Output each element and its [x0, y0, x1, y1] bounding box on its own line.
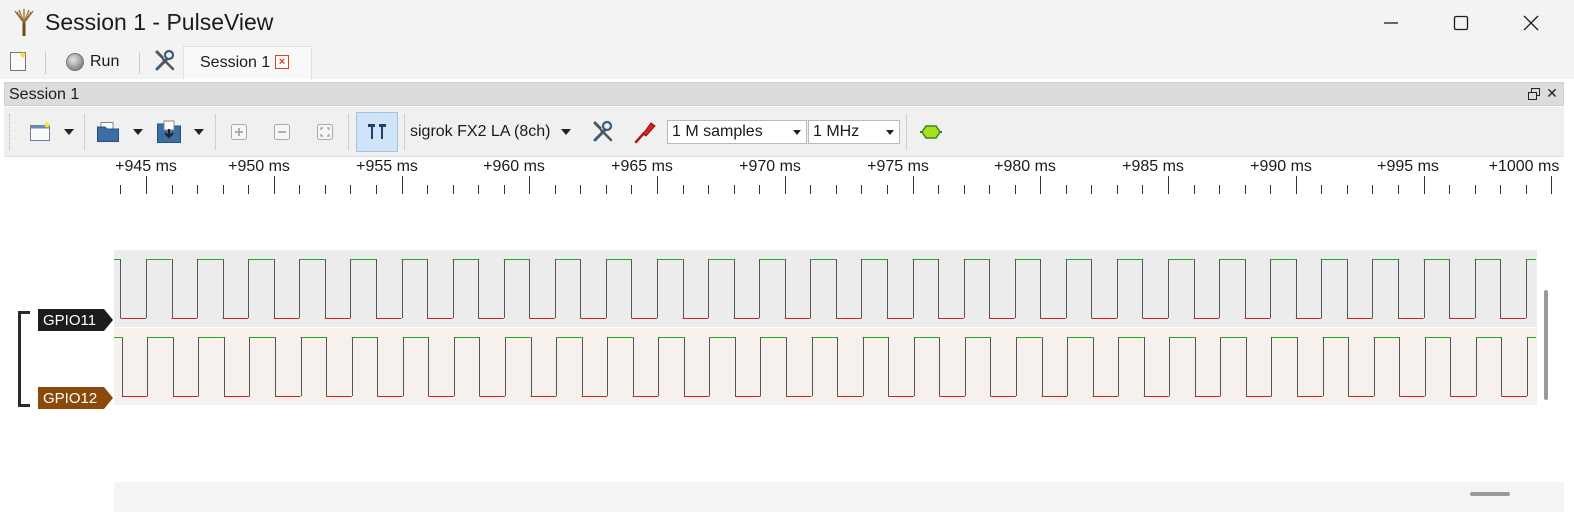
zoom-out-button[interactable]: [268, 112, 296, 152]
pulseview-probe-icon: [14, 9, 34, 36]
sample-count-select[interactable]: 1 M samples: [667, 120, 807, 144]
add-decoder-button[interactable]: [916, 112, 946, 152]
channel-label-gpio11[interactable]: GPIO11: [38, 309, 104, 331]
dock-title: Session 1: [9, 86, 80, 103]
toolbar-separator: [139, 52, 140, 74]
chevron-down-icon: [886, 130, 894, 135]
minimize-icon: [1384, 22, 1398, 24]
ruler-tick-label: +945 ms: [115, 158, 177, 175]
close-icon: [1523, 15, 1539, 31]
ruler-tick-label: +985 ms: [1122, 158, 1184, 175]
toolbar-separator: [84, 114, 85, 150]
save-file-dropdown[interactable]: [190, 112, 208, 152]
gpio11-trace-band[interactable]: [114, 250, 1537, 327]
horizontal-scrollbar[interactable]: [1470, 492, 1510, 496]
run-label: Run: [90, 53, 120, 70]
chevron-down-icon: [194, 129, 204, 135]
ruler-tick-label: +965 ms: [611, 158, 673, 175]
ruler-tick-label: +970 ms: [739, 158, 801, 175]
ruler-tick-label: +980 ms: [994, 158, 1056, 175]
dock-float-icon[interactable]: [1528, 88, 1540, 100]
close-button[interactable]: [1496, 0, 1566, 46]
zoom-fit-icon: [317, 124, 333, 140]
samplerate-select[interactable]: 1 MHz: [808, 120, 900, 144]
open-file-icon: [97, 122, 119, 142]
probe-config-button[interactable]: [632, 112, 658, 152]
zoom-fit-button[interactable]: [311, 112, 339, 152]
gpio12-trace-band[interactable]: [114, 328, 1537, 405]
chevron-down-icon: [793, 130, 801, 135]
zoom-in-icon: [231, 124, 247, 140]
probe-icon: [634, 122, 656, 144]
toolbar-separator: [215, 114, 216, 150]
device-label: sigrok FX2 LA (8ch): [410, 123, 551, 140]
save-file-icon: [157, 120, 181, 143]
decoder-icon: [920, 125, 942, 139]
channel-label-pointer: [104, 309, 113, 331]
chevron-down-icon: [64, 129, 74, 135]
show-cursors-toggle[interactable]: [356, 112, 398, 152]
new-view-icon: [30, 122, 50, 141]
toolbar-grip: [9, 114, 12, 150]
settings-tool-icon[interactable]: [153, 49, 177, 73]
ruler-tick-label: +995 ms: [1377, 158, 1439, 175]
new-view-dropdown[interactable]: [60, 112, 78, 152]
cursor-icon: [368, 124, 386, 139]
dock-close-icon[interactable]: ✕: [1546, 85, 1558, 101]
ruler-tick-label: +990 ms: [1250, 158, 1312, 175]
channel-label-pointer: [104, 387, 113, 409]
run-status-icon: [66, 53, 84, 71]
minimize-button[interactable]: [1356, 0, 1426, 46]
samplerate-value: 1 MHz: [813, 123, 860, 140]
ruler-tick-label: +975 ms: [867, 158, 929, 175]
sample-count-value: 1 M samples: [672, 123, 763, 140]
device-selector[interactable]: sigrok FX2 LA (8ch): [410, 112, 571, 152]
open-file-dropdown[interactable]: [129, 112, 147, 152]
toolbar-separator: [348, 114, 349, 150]
ruler-tick-label: +1000 ms: [1488, 158, 1560, 175]
device-config-icon: [593, 120, 613, 142]
dock-header: [4, 82, 1564, 106]
open-file-button[interactable]: [94, 112, 122, 152]
maximize-icon: [1453, 15, 1469, 31]
tab-close-icon[interactable]: ×: [275, 55, 289, 69]
device-config-button[interactable]: [590, 112, 616, 152]
time-ruler[interactable]: [114, 157, 1564, 195]
new-session-icon[interactable]: [10, 52, 26, 71]
save-file-button[interactable]: [154, 112, 184, 152]
channel-group-bracket: [18, 311, 30, 407]
toolbar-separator: [45, 52, 46, 74]
window-title: Session 1 - PulseView: [45, 9, 274, 35]
run-button[interactable]: Run: [60, 48, 125, 76]
chevron-down-icon: [133, 129, 143, 135]
toolbar-separator: [404, 114, 405, 150]
ruler-tick-label: +955 ms: [356, 158, 418, 175]
zoom-out-icon: [274, 124, 290, 140]
session-tab-label: Session 1: [200, 54, 271, 71]
vertical-scrollbar[interactable]: [1544, 290, 1548, 400]
new-view-button[interactable]: [26, 112, 54, 152]
horizontal-scroll-area: [114, 482, 1564, 512]
chevron-down-icon: [560, 129, 571, 135]
toolbar-separator: [906, 114, 907, 150]
zoom-in-button[interactable]: [225, 112, 253, 152]
ruler-tick-label: +960 ms: [483, 158, 545, 175]
tab-session-1[interactable]: [183, 46, 312, 79]
channel-label-gpio12[interactable]: GPIO12: [38, 387, 104, 409]
maximize-button[interactable]: [1426, 0, 1496, 46]
ruler-tick-label: +950 ms: [228, 158, 290, 175]
